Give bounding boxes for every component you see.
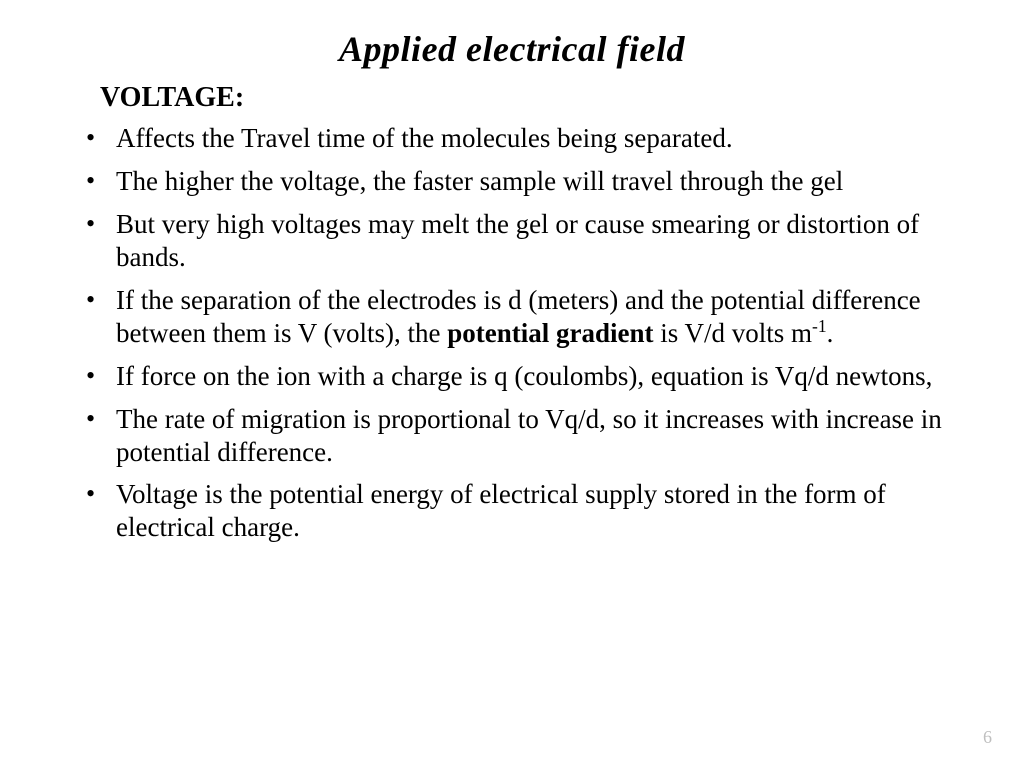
list-item: Affects the Travel time of the molecules… bbox=[78, 122, 964, 155]
list-item: The rate of migration is proportional to… bbox=[78, 403, 964, 469]
bullet-list: Affects the Travel time of the molecules… bbox=[78, 122, 964, 544]
slide-title: Applied electrical field bbox=[60, 28, 964, 70]
list-item: But very high voltages may melt the gel … bbox=[78, 208, 964, 274]
list-item: If force on the ion with a charge is q (… bbox=[78, 360, 964, 393]
page-number: 6 bbox=[983, 727, 992, 748]
slide: Applied electrical field VOLTAGE: Affect… bbox=[0, 0, 1024, 768]
bullet4-post: . bbox=[827, 318, 834, 348]
bullet4-sup: -1 bbox=[812, 316, 827, 336]
list-item: If the separation of the electrodes is d… bbox=[78, 284, 964, 350]
list-item: The higher the voltage, the faster sampl… bbox=[78, 165, 964, 198]
slide-subhead: VOLTAGE: bbox=[100, 82, 964, 114]
bullet4-bold: potential gradient bbox=[447, 318, 653, 348]
bullet4-mid: is V/d volts m bbox=[653, 318, 812, 348]
list-item: Voltage is the potential energy of elect… bbox=[78, 478, 964, 544]
